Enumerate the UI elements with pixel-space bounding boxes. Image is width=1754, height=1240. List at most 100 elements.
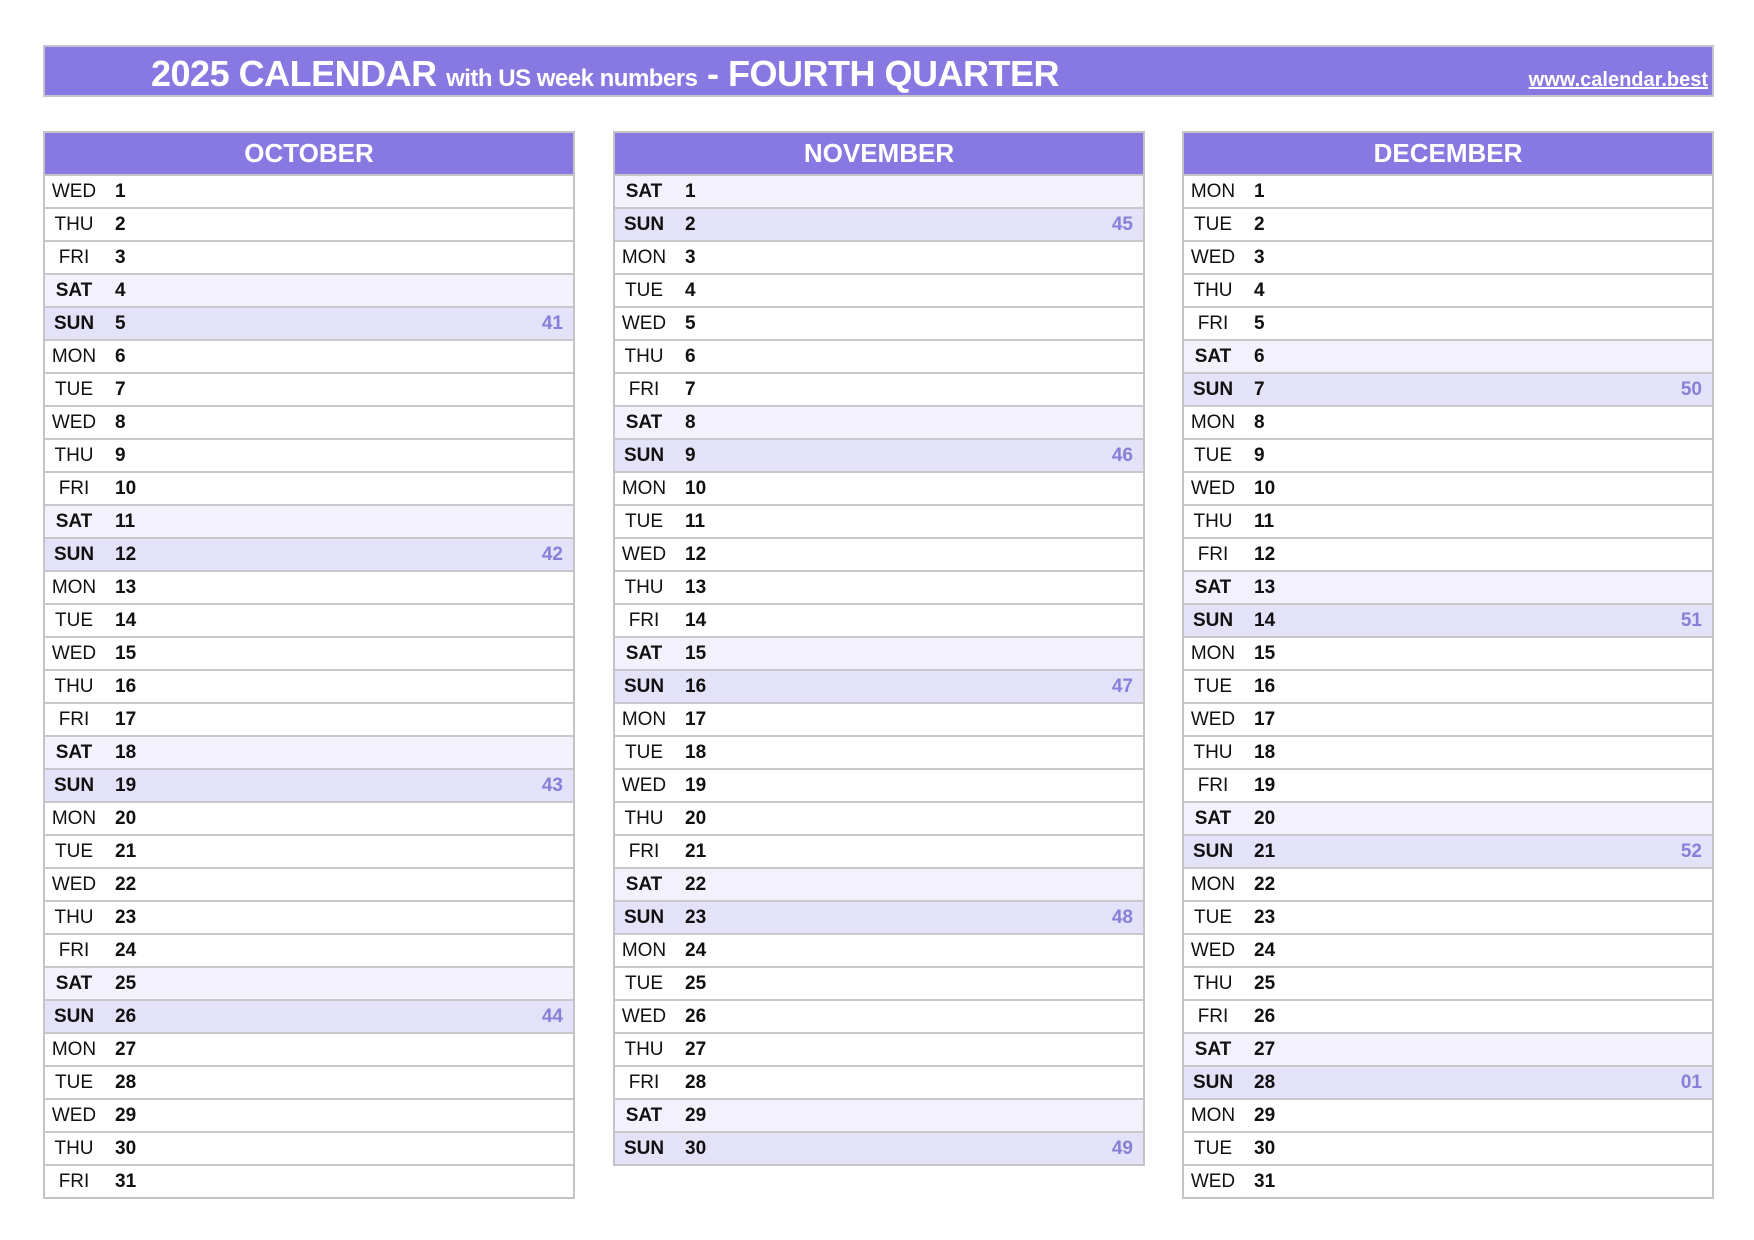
- weekday-label: TUE: [1194, 676, 1232, 697]
- weekday-label: SAT: [55, 280, 93, 301]
- day-row: THU 11: [1184, 506, 1712, 539]
- day-row: SAT 11: [45, 506, 573, 539]
- day-row: WED 22: [45, 869, 573, 902]
- day-number: 7: [1254, 379, 1265, 400]
- day-row: SAT 13: [1184, 572, 1712, 605]
- day-number: 15: [1254, 643, 1276, 664]
- weekday-label: WED: [621, 313, 667, 334]
- day-row: WED 5: [615, 308, 1143, 341]
- weekday-label: TUE: [625, 511, 663, 532]
- weekday-label: TUE: [625, 742, 663, 763]
- weekday-label: TUE: [625, 280, 663, 301]
- day-row: THU 4: [1184, 275, 1712, 308]
- weekday-label: FRI: [628, 379, 660, 400]
- page-title: 2025 CALENDAR with US week numbers - FOU…: [151, 53, 1059, 95]
- weekday-label: WED: [1190, 1171, 1236, 1192]
- weekday-label: SUN: [623, 907, 665, 928]
- day-row: SAT 27: [1184, 1034, 1712, 1067]
- weekday-label: SAT: [625, 643, 663, 664]
- day-number: 30: [115, 1138, 137, 1159]
- day-row: SUN 14 51: [1184, 605, 1712, 638]
- day-row: FRI 3: [45, 242, 573, 275]
- weekday-label: SAT: [625, 1105, 663, 1126]
- day-number: 11: [115, 511, 136, 532]
- week-number: 44: [541, 1006, 563, 1027]
- day-number: 23: [115, 907, 137, 928]
- week-number: 43: [541, 775, 563, 796]
- day-number: 30: [1254, 1138, 1276, 1159]
- day-number: 21: [115, 841, 137, 862]
- weekday-label: SUN: [623, 445, 665, 466]
- day-number: 1: [1254, 181, 1265, 202]
- day-number: 14: [115, 610, 137, 631]
- weekday-label: WED: [51, 1105, 97, 1126]
- weekday-label: MON: [621, 940, 667, 961]
- weekday-label: THU: [54, 676, 94, 697]
- day-number: 19: [685, 775, 707, 796]
- day-row: WED 26: [615, 1001, 1143, 1034]
- weekday-label: SUN: [1192, 610, 1234, 631]
- weekday-label: MON: [51, 577, 97, 598]
- weekday-label: SAT: [1194, 577, 1232, 598]
- day-number: 25: [1254, 973, 1276, 994]
- day-row: WED 8: [45, 407, 573, 440]
- day-number: 7: [685, 379, 696, 400]
- day-number: 6: [115, 346, 126, 367]
- day-row: WED 3: [1184, 242, 1712, 275]
- day-row: MON 3: [615, 242, 1143, 275]
- week-number: 50: [1680, 379, 1702, 400]
- week-number: 51: [1680, 610, 1702, 631]
- day-row: THU 23: [45, 902, 573, 935]
- day-row: THU 16: [45, 671, 573, 704]
- weekday-label: TUE: [1194, 1138, 1232, 1159]
- day-row: MON 6: [45, 341, 573, 374]
- weekday-label: TUE: [1194, 214, 1232, 235]
- day-number: 5: [115, 313, 126, 334]
- day-number: 2: [1254, 214, 1265, 235]
- day-row: TUE 21: [45, 836, 573, 869]
- day-number: 8: [685, 412, 696, 433]
- weekday-label: TUE: [55, 610, 93, 631]
- week-number: 52: [1680, 841, 1702, 862]
- day-number: 23: [685, 907, 707, 928]
- day-row: THU 6: [615, 341, 1143, 374]
- day-number: 2: [685, 214, 696, 235]
- weekday-label: SUN: [623, 214, 665, 235]
- day-number: 12: [115, 544, 137, 565]
- weekday-label: WED: [51, 181, 97, 202]
- website-link[interactable]: www.calendar.best: [1528, 69, 1708, 91]
- day-row: SAT 4: [45, 275, 573, 308]
- weekday-label: TUE: [55, 1072, 93, 1093]
- day-number: 19: [1254, 775, 1276, 796]
- weekday-label: SAT: [1194, 1039, 1232, 1060]
- weekday-label: MON: [51, 808, 97, 829]
- day-number: 20: [685, 808, 707, 829]
- weekday-label: SAT: [1194, 346, 1232, 367]
- weekday-label: MON: [1190, 643, 1236, 664]
- day-number: 26: [1254, 1006, 1276, 1027]
- weekday-label: SUN: [1192, 841, 1234, 862]
- day-row: FRI 14: [615, 605, 1143, 638]
- day-number: 16: [115, 676, 137, 697]
- day-number: 3: [1254, 247, 1265, 268]
- day-row: SAT 25: [45, 968, 573, 1001]
- day-row: MON 8: [1184, 407, 1712, 440]
- day-number: 7: [115, 379, 126, 400]
- day-row: WED 31: [1184, 1166, 1712, 1197]
- day-row: FRI 12: [1184, 539, 1712, 572]
- day-number: 5: [685, 313, 696, 334]
- day-row: SAT 15: [615, 638, 1143, 671]
- day-number: 11: [1254, 511, 1275, 532]
- day-row: SUN 30 49: [615, 1133, 1143, 1164]
- day-row: SAT 20: [1184, 803, 1712, 836]
- weekday-label: SAT: [625, 874, 663, 895]
- day-row: SUN 26 44: [45, 1001, 573, 1034]
- day-row: TUE 28: [45, 1067, 573, 1100]
- day-row: MON 1: [1184, 176, 1712, 209]
- weekday-label: MON: [1190, 874, 1236, 895]
- day-row: FRI 17: [45, 704, 573, 737]
- day-row: TUE 18: [615, 737, 1143, 770]
- month-november: NOVEMBER SAT 1 SUN 2 45 MON 3 TUE 4 WED 5 THU 6 FRI 7 S…: [613, 131, 1145, 1166]
- day-number: 3: [685, 247, 696, 268]
- weekday-label: WED: [621, 1006, 667, 1027]
